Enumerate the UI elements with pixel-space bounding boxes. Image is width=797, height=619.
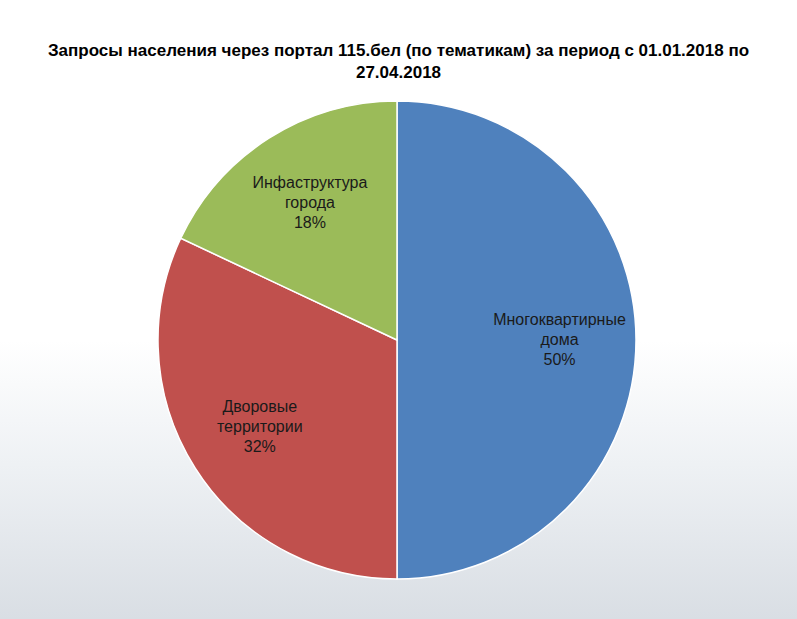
value-label: 18%	[294, 214, 326, 231]
pie-slice	[181, 101, 397, 340]
slices	[158, 101, 636, 579]
pie-slice	[397, 101, 636, 579]
value-label: 50%	[544, 351, 576, 368]
slice-label: Многоквартирные дома	[493, 311, 626, 348]
chart-area: Многоквартирные дома 50% Дворовые территории…	[0, 0, 797, 619]
chart-title: Запросы населения через портал 115.бел (…	[40, 40, 757, 84]
slice-label-line: города	[285, 194, 335, 211]
slice-label: Дворовые территории	[217, 398, 303, 435]
slice-label-line: Многоквартирные	[493, 311, 626, 328]
slice-label-line: территории	[217, 418, 303, 435]
value-label: 32%	[244, 438, 276, 455]
slice-label: Инфаструктура города	[253, 174, 368, 211]
slice-label-line: Дворовые	[222, 398, 297, 415]
labels: Многоквартирные дома 50% Дворовые территории…	[217, 174, 626, 455]
slice-label-line: Инфаструктура	[253, 174, 368, 191]
slice-label-line: дома	[540, 331, 578, 348]
